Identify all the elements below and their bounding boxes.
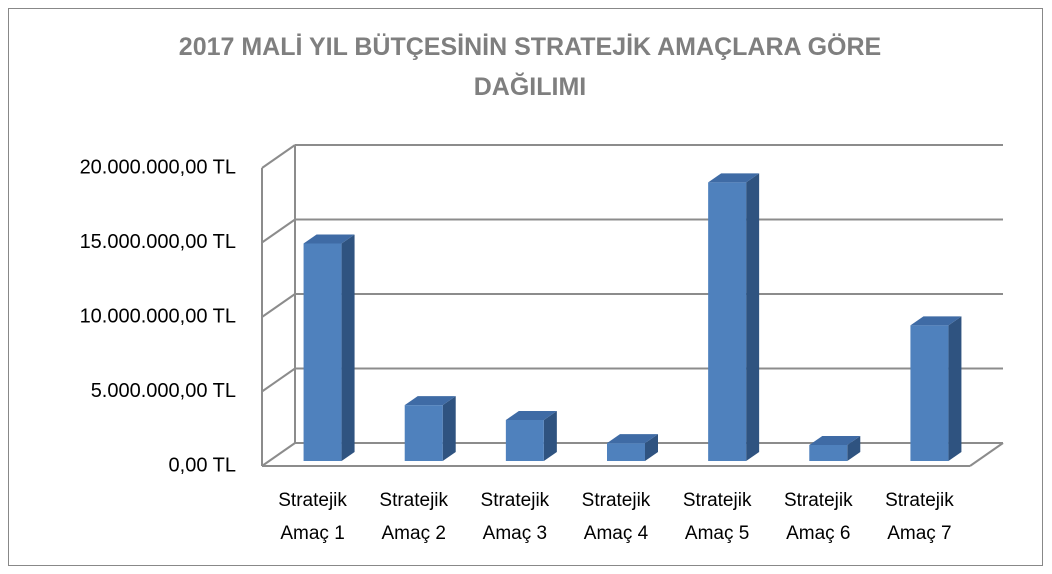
- bar-side: [746, 173, 760, 461]
- x-tick-label: Stratejik Amaç 5: [683, 490, 752, 544]
- bar-front: [910, 325, 949, 461]
- x-tick-label: Stratejik Amaç 3: [481, 490, 550, 544]
- chart-title: 2017 MALİ YIL BÜTÇESİNİN STRATEJİK AMAÇL…: [179, 32, 881, 101]
- bar-side: [948, 316, 962, 461]
- grid-line-side: [261, 144, 296, 169]
- y-tick-label: 20.000.000,00 TL: [80, 156, 236, 178]
- floor-right: [969, 442, 1004, 467]
- y-tick-label: 0,00 TL: [169, 454, 236, 476]
- bar-top: [607, 434, 658, 444]
- grid-line-side: [261, 293, 296, 318]
- bar: [910, 316, 962, 461]
- bar-top: [910, 316, 962, 326]
- bar: [809, 436, 861, 461]
- bar-top: [708, 173, 760, 183]
- bar-top: [303, 234, 355, 244]
- bar-side: [341, 234, 355, 461]
- bar: [708, 173, 760, 461]
- grid-line-side: [261, 367, 296, 393]
- x-tick-label: Stratejik Amaç 2: [379, 490, 448, 544]
- bar-front: [607, 443, 645, 461]
- bar-front: [809, 445, 848, 461]
- bar-top: [505, 411, 557, 421]
- bar-side: [645, 434, 658, 461]
- bar: [404, 396, 456, 461]
- bar-side: [847, 436, 861, 461]
- x-tick-label: Stratejik Amaç 4: [582, 490, 651, 544]
- bar-front: [303, 243, 342, 461]
- bar-front: [708, 182, 747, 461]
- bar-front: [404, 405, 443, 461]
- y-tick-label: 10.000.000,00 TL: [80, 305, 236, 327]
- x-tick-label: Stratejik Amaç 1: [278, 490, 347, 544]
- bar-top: [404, 396, 456, 406]
- y-tick-label: 5.000.000,00 TL: [91, 380, 236, 402]
- bar-side: [442, 396, 456, 461]
- x-tick-label: Stratejik Amaç 6: [784, 490, 853, 544]
- grid-line-side: [261, 442, 296, 467]
- chart-border: [8, 8, 1043, 566]
- grid-line-side: [261, 218, 296, 244]
- bar-top: [809, 436, 861, 446]
- x-tick-label: Stratejik Amaç 7: [885, 490, 954, 544]
- bar: [607, 434, 658, 461]
- y-tick-label: 15.000.000,00 TL: [80, 231, 236, 253]
- bar: [505, 411, 557, 461]
- bar: [303, 234, 355, 461]
- bar-front: [505, 420, 544, 461]
- bar-side: [543, 411, 557, 461]
